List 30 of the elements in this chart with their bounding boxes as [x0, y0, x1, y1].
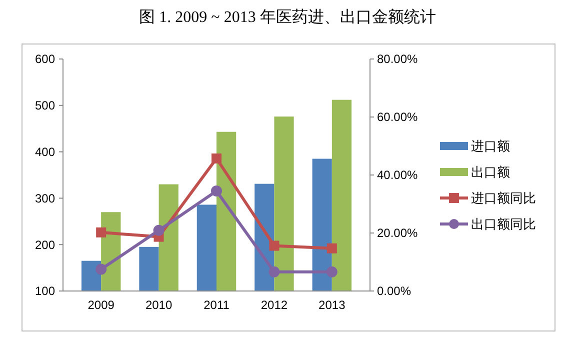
x-tick-label: 2012: [260, 298, 288, 312]
y-tick-label: 100: [34, 284, 56, 298]
y-tick-label: 400: [34, 145, 56, 159]
x-tick-label: 2009: [88, 298, 115, 312]
y2-tick-label: 60.00%: [377, 110, 418, 124]
legend-label: 进口额: [471, 138, 510, 154]
y2-tick-label: 80.00%: [377, 52, 418, 66]
chart-title: 图 1. 2009 ~ 2013 年医药进、出口金额统计: [139, 8, 436, 26]
point: [96, 264, 107, 275]
x-tick-label: 2013: [318, 298, 346, 312]
point: [212, 153, 222, 164]
y2-tick-label: 0.00%: [377, 284, 412, 298]
point: [153, 224, 164, 236]
y-tick-label: 300: [34, 191, 56, 206]
legend-label: 出口额: [471, 164, 510, 180]
y-tick-label: 200: [34, 238, 56, 252]
point: [269, 240, 280, 251]
legend-label: 进口额同比: [471, 190, 536, 206]
point: [96, 227, 106, 238]
y-tick-label: 500: [34, 98, 56, 113]
point: [268, 266, 280, 278]
y2-tick-label: 20.00%: [377, 226, 418, 240]
y-tick-label: 600: [34, 52, 56, 66]
point: [326, 243, 337, 254]
x-tick-label: 2011: [204, 298, 230, 312]
point: [211, 185, 222, 196]
x-tick-label: 2010: [145, 298, 172, 312]
y2-tick-label: 40.00%: [377, 168, 418, 182]
legend-label: 出口额同比: [471, 216, 536, 232]
point: [326, 266, 338, 278]
